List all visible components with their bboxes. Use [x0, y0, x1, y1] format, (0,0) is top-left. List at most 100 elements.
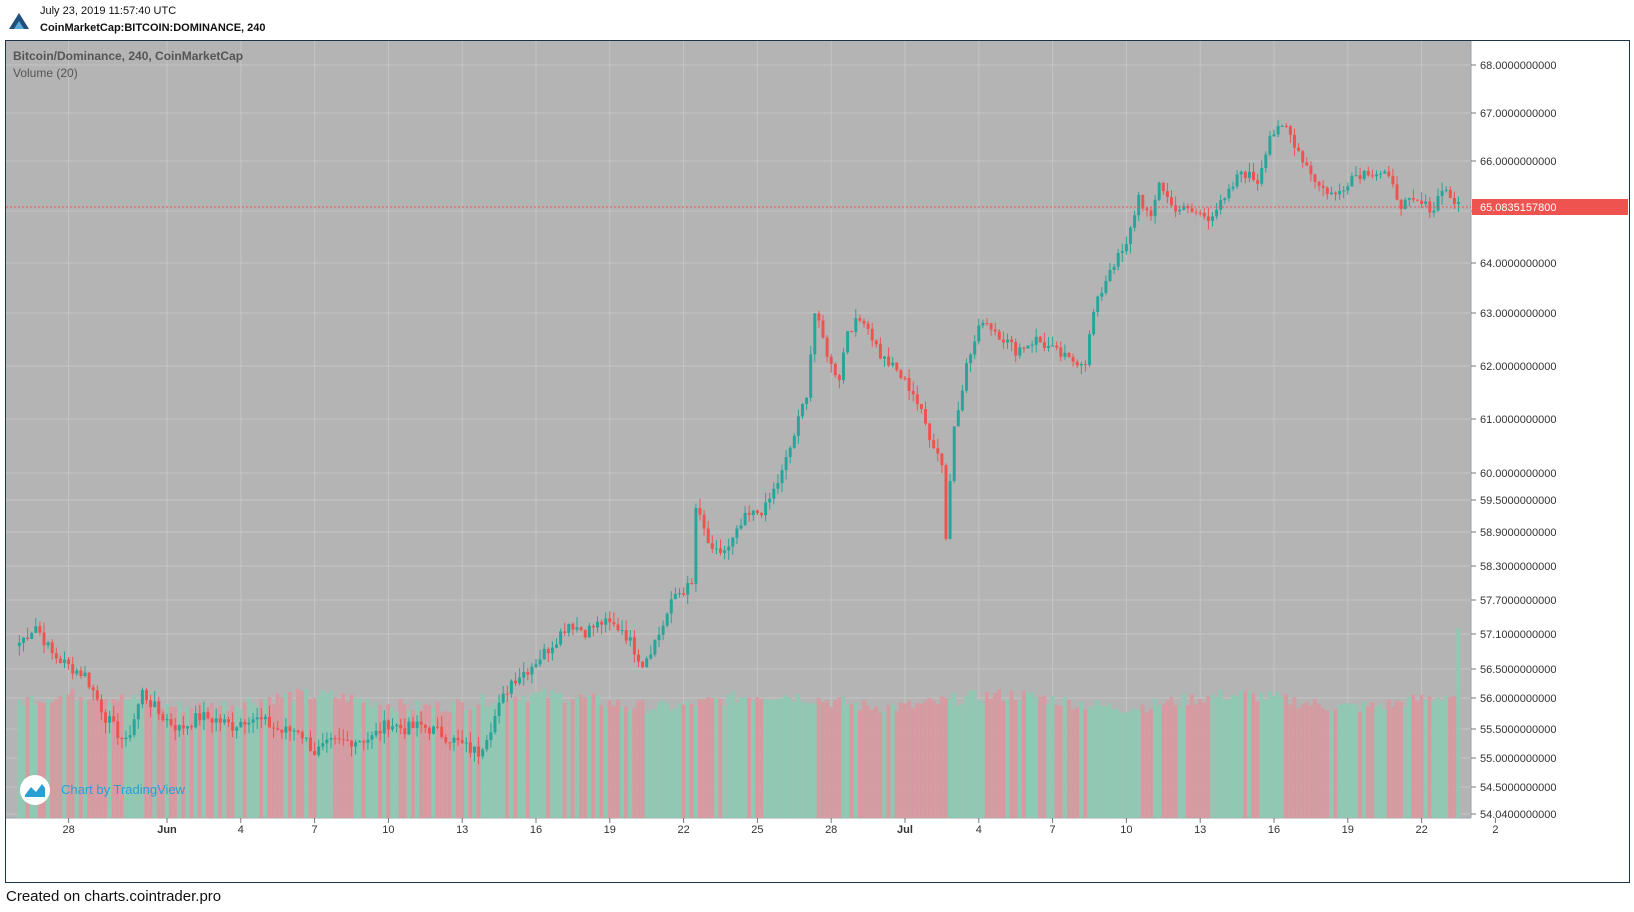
candle — [1428, 196, 1432, 219]
volume-bar — [911, 707, 915, 818]
volume-bar — [431, 708, 436, 818]
candle-body — [780, 470, 784, 484]
candle — [710, 535, 714, 554]
y-tick-label: 55.5000000000 — [1480, 724, 1556, 736]
volume-bar — [1312, 699, 1317, 818]
candle — [1092, 309, 1096, 337]
candle — [1051, 336, 1055, 347]
candle — [530, 662, 534, 684]
candle-body — [112, 716, 116, 722]
candle — [874, 339, 878, 348]
candle — [1239, 170, 1243, 183]
candle-body — [546, 648, 550, 654]
volume-bar — [907, 700, 911, 818]
volume-bar — [1157, 706, 1161, 818]
candle — [690, 578, 694, 585]
x-tick-label: 7 — [312, 824, 318, 836]
volume-bar — [570, 699, 575, 818]
volume-bar — [320, 689, 325, 818]
candle-body — [956, 410, 960, 427]
volume-bar — [484, 707, 489, 818]
volume-bar — [681, 704, 686, 818]
candle — [981, 319, 985, 329]
candle-body — [1440, 190, 1444, 196]
candle — [95, 685, 99, 702]
volume-bar — [87, 700, 91, 818]
candle-body — [1391, 175, 1395, 185]
candle-body — [813, 313, 817, 355]
volume-bar — [46, 699, 50, 818]
candle — [686, 575, 690, 605]
volume-bar — [1136, 709, 1141, 818]
candle-body — [858, 318, 862, 321]
volume-bar — [41, 702, 46, 818]
candle-body — [1317, 181, 1321, 186]
candle — [936, 438, 940, 462]
candle — [309, 730, 312, 752]
volume-bar — [915, 703, 920, 818]
candle — [956, 401, 960, 427]
candle-body — [1055, 345, 1059, 348]
candle-body — [829, 356, 833, 364]
volume-bar — [324, 693, 329, 818]
y-tick-label: 68.0000000000 — [1480, 60, 1556, 72]
candle — [821, 314, 825, 339]
candle-body — [1428, 201, 1432, 213]
candle-body — [1457, 202, 1460, 204]
volume-bar — [579, 694, 583, 818]
candle-body — [255, 717, 259, 720]
candle-body — [1219, 200, 1223, 210]
candle-body — [940, 453, 944, 466]
candle-body — [501, 693, 505, 703]
volume-bar — [775, 699, 780, 818]
volume-bar — [1419, 694, 1424, 818]
candle — [813, 313, 817, 363]
candle-body — [1239, 171, 1243, 175]
candle-body — [54, 653, 58, 659]
candle — [1145, 207, 1149, 217]
candle-body — [239, 721, 243, 728]
volume-bar — [1189, 694, 1194, 818]
candle-body — [907, 378, 911, 391]
volume-bar — [193, 710, 198, 818]
volume-bar — [927, 698, 932, 818]
candle — [263, 714, 267, 725]
candle-body — [977, 325, 981, 342]
candle-body — [694, 508, 698, 584]
volume-bar — [1169, 696, 1174, 818]
candle-body — [821, 320, 825, 338]
candle — [1301, 149, 1305, 168]
candle-body — [1407, 198, 1411, 200]
volume-bar — [894, 711, 899, 818]
candle — [1001, 331, 1005, 350]
candle-body — [509, 680, 513, 694]
volume-bar — [1378, 704, 1383, 818]
candle-body — [198, 713, 202, 721]
candle — [423, 723, 427, 733]
candle-body — [1231, 186, 1235, 189]
x-tick-label: 10 — [382, 824, 394, 836]
volume-bar — [1456, 628, 1461, 818]
candle-body — [842, 352, 845, 381]
volume-bar — [1235, 696, 1239, 818]
candle — [337, 727, 341, 744]
volume-bar — [91, 700, 95, 818]
candle — [1387, 165, 1391, 179]
candle — [526, 667, 530, 681]
chart-canvas[interactable]: 68.0000000000 67.0000000000 66.0000000000 6… — [6, 41, 1629, 882]
volume-bar — [1271, 695, 1276, 818]
candle-body — [895, 362, 899, 371]
candle-body — [1026, 345, 1030, 349]
volume-bar — [1276, 691, 1280, 818]
candle-body — [128, 735, 132, 738]
candle — [1231, 181, 1235, 192]
candle-body — [440, 726, 444, 738]
volume-bar — [661, 700, 665, 818]
y-tick-label: 56.5000000000 — [1480, 664, 1556, 676]
candle-body — [186, 726, 189, 729]
candle-body — [575, 627, 579, 630]
volume-bar — [1112, 708, 1116, 818]
candle-body — [280, 729, 284, 733]
volume-bar — [1448, 696, 1453, 818]
volume-bar — [103, 699, 108, 818]
